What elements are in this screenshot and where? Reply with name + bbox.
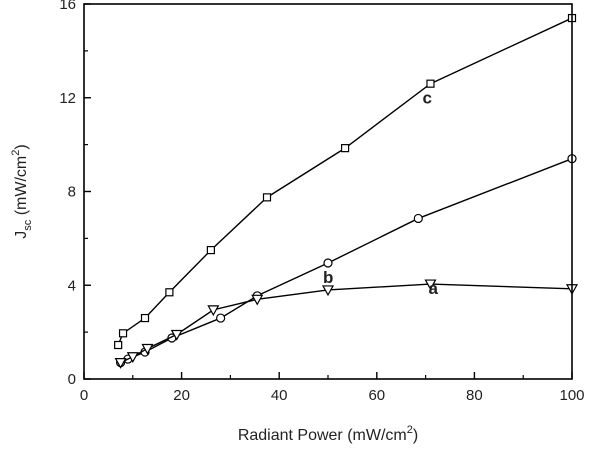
x-axis: 0 20 40 60 80 100 <box>80 372 585 404</box>
series-a: a <box>114 279 579 369</box>
y-axis-title-sup: 2 <box>10 150 22 156</box>
series-c: c <box>114 13 577 350</box>
data-point-circle <box>323 258 333 268</box>
data-point-triangle <box>170 329 183 341</box>
data-point-triangle <box>141 343 154 355</box>
y-tick-label: 8 <box>68 184 76 201</box>
data-point-triangle <box>424 279 437 291</box>
x-tick-label: 40 <box>271 387 288 404</box>
series-label: b <box>323 268 333 287</box>
series-label: c <box>422 89 431 108</box>
data-point-triangle <box>251 294 264 306</box>
x-tick-label: 80 <box>466 387 483 404</box>
data-point-square <box>118 329 128 338</box>
data-point-circle <box>413 213 423 224</box>
x-axis-title-main: Radiant Power (mW/cm <box>238 427 407 444</box>
y-axis-title-close: ) <box>13 144 30 149</box>
series-line <box>117 17 573 346</box>
data-point-square <box>165 288 174 297</box>
y-axis-title: Jsc (mW/cm2) <box>10 144 34 238</box>
x-axis-title-sup: 2 <box>407 424 413 436</box>
series-label: a <box>428 279 438 298</box>
y-tick-label: 0 <box>68 371 76 388</box>
x-tick-label: 100 <box>559 387 584 404</box>
data-point-triangle <box>114 357 127 369</box>
data-point-square <box>140 313 150 323</box>
y-tick-label: 12 <box>59 90 76 107</box>
series-line <box>120 283 573 364</box>
data-point-square <box>206 245 215 255</box>
data-point-triangle <box>126 352 139 363</box>
data-point-square <box>426 79 435 88</box>
y-tick-label: 4 <box>68 277 76 294</box>
data-layer: c b a <box>114 13 579 369</box>
series-line <box>120 158 573 364</box>
y-axis-title-sub: sc <box>22 219 34 231</box>
x-axis-title-close: ) <box>413 427 418 444</box>
x-tick-label: 20 <box>173 387 190 404</box>
y-axis-title-main: J <box>13 231 30 239</box>
plot-frame <box>83 3 573 380</box>
data-point-triangle <box>321 285 335 297</box>
x-tick-label: 60 <box>368 387 385 404</box>
x-axis-title: Radiant Power (mW/cm2) <box>238 424 418 444</box>
data-point-square <box>114 340 123 350</box>
data-point-square <box>262 193 272 202</box>
data-point-circle <box>216 313 226 323</box>
x-tick-label: 0 <box>80 387 88 404</box>
data-point-square <box>340 144 350 153</box>
series-b: b <box>115 154 577 368</box>
y-axis: 0 4 8 12 16 <box>59 0 91 388</box>
data-point-triangle <box>207 305 220 317</box>
y-axis-title-unit: (mW/cm <box>13 156 30 220</box>
y-tick-label: 16 <box>59 0 76 13</box>
